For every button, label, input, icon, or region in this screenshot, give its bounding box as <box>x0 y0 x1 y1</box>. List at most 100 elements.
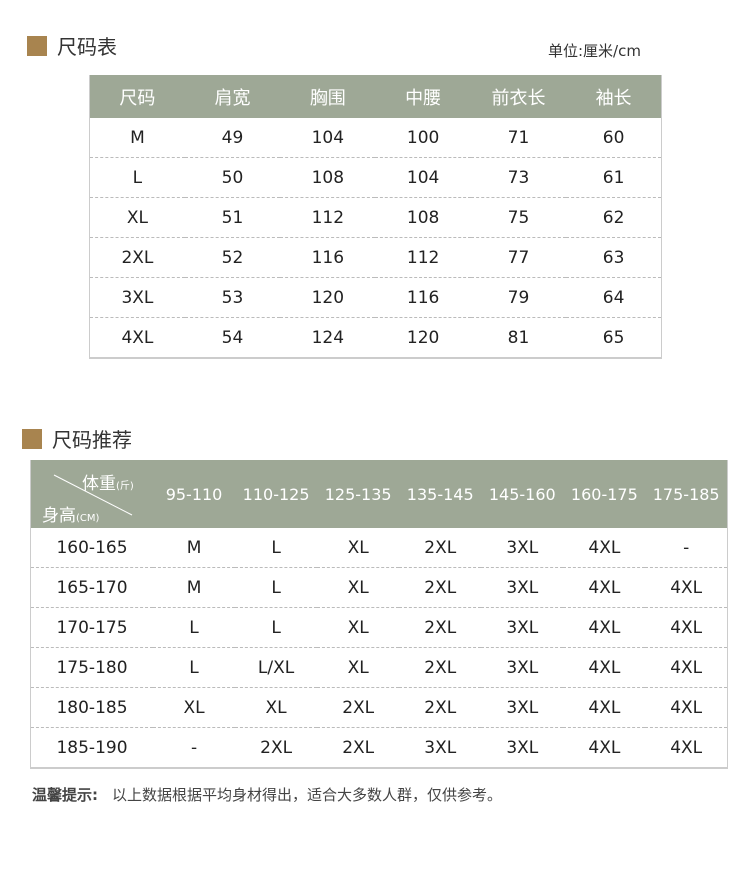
tip-label: 温馨提示: <box>32 786 98 804</box>
table-cell: 116 <box>280 237 376 278</box>
size-cell: 2XL <box>235 727 318 769</box>
height-cell: 165-170 <box>30 567 153 608</box>
size-cell: 2XL <box>399 607 482 648</box>
table-cell: 108 <box>280 157 376 198</box>
table-cell: 64 <box>566 277 662 318</box>
size-cell: L <box>235 607 318 648</box>
table-cell: 77 <box>470 237 567 278</box>
table-cell: 73 <box>470 157 567 198</box>
column-header: 中腰 <box>375 75 471 118</box>
weight-header: 95-110 <box>153 460 236 528</box>
table-row: 180-185 XL XL 2XL 2XL 3XL 4XL 4XL <box>30 687 728 728</box>
table-row: XL 51 112 108 75 62 <box>89 197 662 238</box>
table-cell: 104 <box>375 157 471 198</box>
size-cell: L <box>153 607 236 648</box>
size-cell: XL <box>317 607 400 648</box>
weight-label: 体重(斤) <box>82 474 134 494</box>
table-cell: 65 <box>566 317 662 359</box>
size-cell: - <box>645 528 728 568</box>
table-row: L 50 108 104 73 61 <box>89 157 662 198</box>
size-cell: L <box>235 528 318 568</box>
table-row: 3XL 53 120 116 79 64 <box>89 277 662 318</box>
table-cell: 49 <box>184 118 281 158</box>
size-cell: XL <box>317 567 400 608</box>
size-cell: 2XL <box>399 567 482 608</box>
size-cell: 4XL <box>645 647 728 688</box>
table-cell: 54 <box>184 317 281 359</box>
table-row: 4XL 54 124 120 81 65 <box>89 317 662 359</box>
size-cell: 3XL <box>481 687 564 728</box>
table-cell: 2XL <box>89 237 185 278</box>
size-cell: 3XL <box>481 647 564 688</box>
height-cell: 185-190 <box>30 727 153 769</box>
size-cell: 3XL <box>481 567 564 608</box>
size-cell: 4XL <box>563 528 646 568</box>
size-cell: L/XL <box>235 647 318 688</box>
weight-header: 160-175 <box>563 460 646 528</box>
size-cell: 4XL <box>645 567 728 608</box>
size-cell: 3XL <box>399 727 482 769</box>
table-cell: 108 <box>375 197 471 238</box>
size-cell: 2XL <box>399 687 482 728</box>
table-row: 160-165 M L XL 2XL 3XL 4XL - <box>30 528 728 568</box>
size-cell: M <box>153 528 236 568</box>
table-cell: 112 <box>375 237 471 278</box>
size-table: 尺码 肩宽 胸围 中腰 前衣长 袖长 M 49 104 100 71 60 L 50 108 104 73 61 X… <box>89 75 662 359</box>
table-cell: M <box>89 118 185 158</box>
size-cell: 4XL <box>563 567 646 608</box>
size-cell: L <box>235 567 318 608</box>
weight-header: 135-145 <box>399 460 482 528</box>
table-cell: 79 <box>470 277 567 318</box>
table-row: 165-170 M L XL 2XL 3XL 4XL 4XL <box>30 567 728 608</box>
table-cell: 71 <box>470 118 567 158</box>
table-cell: 124 <box>280 317 376 359</box>
size-cell: 4XL <box>645 727 728 769</box>
size-cell: 2XL <box>317 687 400 728</box>
table-cell: 52 <box>184 237 281 278</box>
table-cell: 3XL <box>89 277 185 318</box>
table-row: 175-180 L L/XL XL 2XL 3XL 4XL 4XL <box>30 647 728 688</box>
recommend-table: 体重(斤) 身高(CM) 95-110 110-125 125-135 135-145 14… <box>30 460 728 769</box>
height-label: 身高(CM) <box>42 506 100 526</box>
size-cell: L <box>153 647 236 688</box>
table-row: 2XL 52 116 112 77 63 <box>89 237 662 278</box>
column-header: 袖长 <box>566 75 662 118</box>
table-row: 185-190-2XL 2XL 3XL 3XL 4XL 4XL <box>30 727 728 769</box>
unit-label: 单位:厘米/cm <box>548 42 641 60</box>
size-cell: 4XL <box>563 607 646 648</box>
weight-header: 125-135 <box>317 460 400 528</box>
column-header: 前衣长 <box>470 75 567 118</box>
weight-header: 110-125 <box>235 460 318 528</box>
size-cell: XL <box>317 647 400 688</box>
section-title: 尺码推荐 <box>52 428 132 452</box>
table-cell: 4XL <box>89 317 185 359</box>
table-cell: 104 <box>280 118 376 158</box>
size-cell: XL <box>153 687 236 728</box>
section-marker-icon <box>27 35 47 56</box>
column-header: 肩宽 <box>184 75 281 118</box>
table-cell: 75 <box>470 197 567 238</box>
table-cell: 116 <box>375 277 471 318</box>
size-cell: 4XL <box>563 647 646 688</box>
height-cell: 170-175 <box>30 607 153 648</box>
height-cell: 175-180 <box>30 647 153 688</box>
table-row: 170-175 L L XL 2XL 3XL 4XL 4XL <box>30 607 728 648</box>
size-cell: 3XL <box>481 607 564 648</box>
column-header: 胸围 <box>280 75 376 118</box>
table-cell: 112 <box>280 197 376 238</box>
weight-header: 175-185 <box>645 460 728 528</box>
table-cell: 51 <box>184 197 281 238</box>
table-cell: 120 <box>375 317 471 359</box>
size-cell: M <box>153 567 236 608</box>
size-cell: XL <box>235 687 318 728</box>
height-cell: 180-185 <box>30 687 153 728</box>
table-cell: 100 <box>375 118 471 158</box>
table-cell: 60 <box>566 118 662 158</box>
size-cell: 2XL <box>399 647 482 688</box>
column-header: 尺码 <box>89 75 185 118</box>
size-table-title: 尺码表 <box>27 31 117 60</box>
table-cell: 61 <box>566 157 662 198</box>
size-cell: 4XL <box>645 607 728 648</box>
table-cell: 50 <box>184 157 281 198</box>
table-cell: 63 <box>566 237 662 278</box>
